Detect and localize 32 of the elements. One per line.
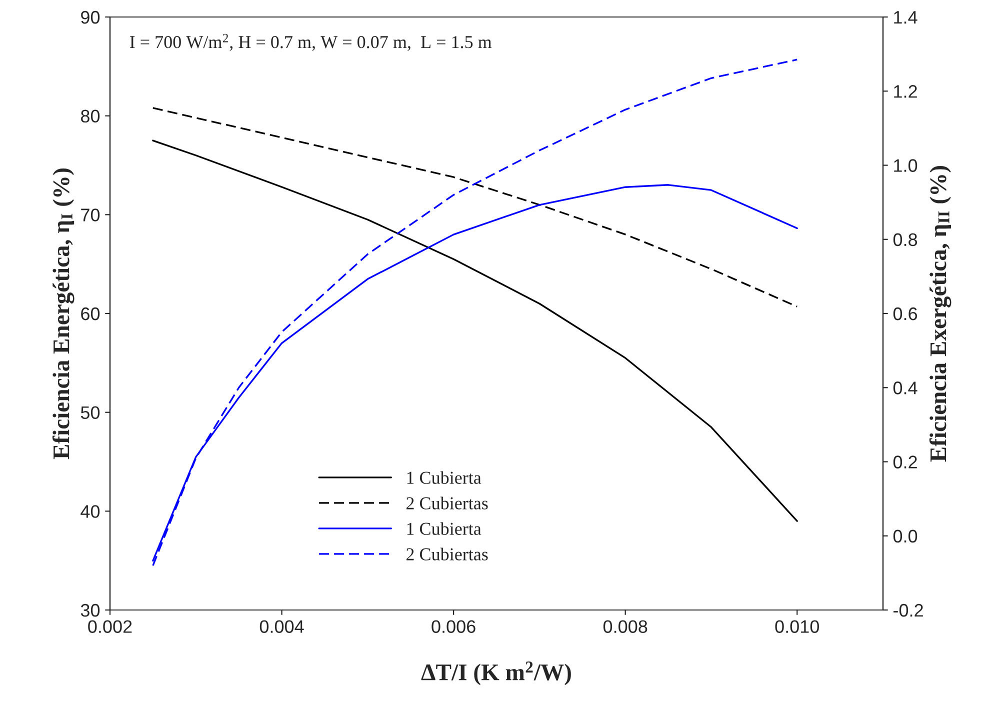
y-tick-label: 50 — [80, 406, 100, 420]
y-axis-title: Eficiencia Energética, η$_{I}$ (%) — [52, 168, 74, 460]
y2-tick-label: -0.2 — [894, 604, 923, 617]
y2-tick-label: 1.2 — [894, 85, 917, 98]
y2-tick-label: 1.4 — [894, 11, 918, 24]
line-series — [152, 140, 798, 522]
y2-axis-title: Eficiencia Exergética, η$_{II}$ (%) — [929, 166, 952, 462]
legend-label: 1 Cubierta — [407, 522, 482, 535]
y2-tick-label: 0.8 — [893, 233, 918, 246]
annotation: I = 700 W/m$^{2}$, H = 0.7 m, W = 0.07 m, L = 1.5 m — [130, 34, 492, 51]
y2-tick-label: 0.4 — [893, 382, 918, 394]
x-tick-label: 0.006 — [432, 620, 476, 633]
x-tick-label: 0.010 — [775, 620, 819, 633]
x-tick-label: 0.002 — [88, 620, 132, 633]
legend-label: 2 Cubiertas — [406, 548, 488, 560]
x-tick-label: 0.004 — [260, 620, 304, 633]
x-tick-label: 0.008 — [603, 620, 648, 633]
y2-tick-label: 0.0 — [893, 530, 918, 543]
y-tick-label: 60 — [81, 307, 100, 320]
y-tick-label: 30 — [80, 604, 100, 617]
legend-label: 1 Cubierta — [407, 471, 482, 484]
y-tick-label: 90 — [81, 10, 100, 24]
y-tick-label: 80 — [80, 110, 100, 123]
y-tick-label: 70 — [81, 208, 100, 222]
y-tick-label: 40 — [80, 505, 100, 518]
x-axis-title: ΔT/I (K m$^{2}$/W) — [421, 662, 571, 686]
y2-tick-label: 0.6 — [893, 307, 918, 320]
line-series — [152, 107, 798, 308]
y2-tick-label: 0.2 — [893, 456, 917, 468]
y2-tick-label: 1.0 — [894, 159, 918, 172]
legend-label: 2 Cubiertas — [406, 496, 488, 510]
line-series — [152, 58, 798, 566]
